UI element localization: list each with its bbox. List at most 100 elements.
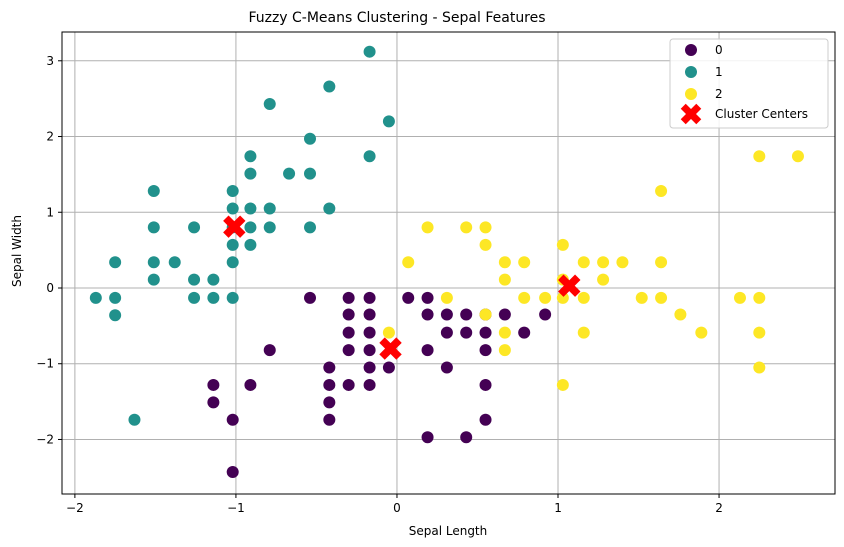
data-point-cluster-1 bbox=[283, 167, 296, 180]
x-tick-label: 0 bbox=[393, 501, 401, 515]
data-point-cluster-1 bbox=[263, 97, 276, 110]
x-tick-label: −2 bbox=[66, 501, 84, 515]
data-point-cluster-1 bbox=[128, 413, 141, 426]
data-point-cluster-1 bbox=[109, 309, 122, 322]
legend-label-2: 2 bbox=[715, 87, 723, 101]
data-point-cluster-0 bbox=[226, 466, 239, 479]
data-point-cluster-0 bbox=[421, 344, 434, 357]
data-point-cluster-1 bbox=[168, 256, 181, 269]
data-point-cluster-0 bbox=[479, 378, 492, 391]
data-point-cluster-0 bbox=[363, 361, 376, 374]
legend-label-centers: Cluster Centers bbox=[715, 107, 808, 121]
y-tick-label: 0 bbox=[46, 281, 54, 295]
data-point-cluster-1 bbox=[109, 256, 122, 269]
x-tick-label: 1 bbox=[554, 501, 562, 515]
data-point-cluster-0 bbox=[440, 326, 453, 339]
data-point-cluster-1 bbox=[323, 80, 336, 93]
data-point-cluster-0 bbox=[363, 344, 376, 357]
data-point-cluster-1 bbox=[147, 185, 160, 198]
cluster-center-marker bbox=[379, 337, 402, 360]
data-point-cluster-1 bbox=[188, 221, 201, 234]
data-point-cluster-0 bbox=[342, 326, 355, 339]
data-point-cluster-1 bbox=[244, 202, 257, 215]
data-point-cluster-1 bbox=[147, 256, 160, 269]
data-point-cluster-0 bbox=[323, 378, 336, 391]
data-point-cluster-1 bbox=[323, 202, 336, 215]
y-tick-label: 2 bbox=[46, 130, 54, 144]
y-tick-label: 3 bbox=[46, 54, 54, 68]
data-point-cluster-2 bbox=[635, 291, 648, 304]
data-point-cluster-0 bbox=[460, 431, 473, 444]
data-point-cluster-0 bbox=[382, 361, 395, 374]
y-axis-label: Sepal Width bbox=[10, 215, 24, 287]
data-point-cluster-1 bbox=[382, 115, 395, 128]
data-point-cluster-2 bbox=[421, 221, 434, 234]
data-point-cluster-0 bbox=[207, 396, 220, 409]
data-point-cluster-0 bbox=[421, 431, 434, 444]
data-point-cluster-0 bbox=[363, 326, 376, 339]
legend: 0 1 2 Cluster Centers bbox=[669, 38, 829, 129]
data-point-cluster-1 bbox=[304, 132, 317, 145]
data-point-cluster-2 bbox=[402, 256, 415, 269]
data-point-cluster-2 bbox=[539, 291, 552, 304]
data-point-cluster-2 bbox=[479, 238, 492, 251]
data-point-cluster-1 bbox=[244, 167, 257, 180]
y-tick-label: −1 bbox=[36, 357, 54, 371]
data-point-cluster-2 bbox=[733, 291, 746, 304]
data-point-cluster-0 bbox=[421, 308, 434, 321]
legend-label-1: 1 bbox=[715, 65, 723, 79]
data-point-cluster-0 bbox=[363, 378, 376, 391]
data-point-cluster-1 bbox=[89, 291, 102, 304]
data-point-cluster-1 bbox=[244, 150, 257, 163]
data-point-cluster-1 bbox=[147, 273, 160, 286]
data-point-cluster-2 bbox=[597, 256, 610, 269]
legend-marker-centers bbox=[680, 103, 702, 125]
data-point-cluster-2 bbox=[695, 326, 708, 339]
legend-box bbox=[669, 38, 829, 129]
data-point-cluster-0 bbox=[539, 308, 552, 321]
data-point-cluster-1 bbox=[263, 202, 276, 215]
data-point-cluster-2 bbox=[518, 256, 531, 269]
x-axis-ticks: −2 −1 0 1 2 bbox=[66, 494, 723, 515]
data-point-cluster-2 bbox=[479, 221, 492, 234]
data-point-cluster-1 bbox=[244, 221, 257, 234]
data-point-cluster-2 bbox=[753, 326, 766, 339]
data-point-cluster-0 bbox=[498, 308, 511, 321]
data-point-cluster-1 bbox=[226, 291, 239, 304]
data-point-cluster-2 bbox=[655, 291, 668, 304]
x-tick-label: −1 bbox=[227, 501, 245, 515]
cluster-center-marker bbox=[223, 215, 246, 238]
plot-frame bbox=[61, 31, 836, 495]
data-point-cluster-0 bbox=[460, 326, 473, 339]
data-point-cluster-0 bbox=[342, 378, 355, 391]
data-point-cluster-2 bbox=[655, 256, 668, 269]
data-point-cluster-2 bbox=[577, 326, 590, 339]
data-point-cluster-2 bbox=[753, 150, 766, 163]
data-point-cluster-2 bbox=[498, 273, 511, 286]
data-point-cluster-1 bbox=[207, 291, 220, 304]
data-point-cluster-0 bbox=[460, 308, 473, 321]
data-point-cluster-1 bbox=[244, 238, 257, 251]
data-point-cluster-2 bbox=[674, 308, 687, 321]
data-point-cluster-2 bbox=[556, 291, 569, 304]
data-point-cluster-0 bbox=[323, 413, 336, 426]
data-point-cluster-2 bbox=[498, 344, 511, 357]
x-tick-label: 2 bbox=[715, 501, 723, 515]
data-point-cluster-0 bbox=[323, 361, 336, 374]
data-point-cluster-1 bbox=[226, 238, 239, 251]
data-point-cluster-0 bbox=[342, 291, 355, 304]
data-point-cluster-2 bbox=[518, 291, 531, 304]
cluster-center-marker bbox=[558, 274, 581, 297]
data-point-cluster-1 bbox=[363, 150, 376, 163]
data-point-cluster-0 bbox=[479, 413, 492, 426]
data-point-cluster-2 bbox=[440, 291, 453, 304]
data-point-cluster-0 bbox=[342, 344, 355, 357]
y-axis-ticks: −2 −1 0 1 2 3 bbox=[36, 54, 62, 446]
data-point-cluster-0 bbox=[323, 396, 336, 409]
data-point-cluster-2 bbox=[753, 291, 766, 304]
data-point-cluster-2 bbox=[382, 326, 395, 339]
data-point-cluster-0 bbox=[363, 291, 376, 304]
data-point-cluster-0 bbox=[207, 378, 220, 391]
data-point-cluster-2 bbox=[616, 256, 629, 269]
data-point-cluster-2 bbox=[753, 361, 766, 374]
